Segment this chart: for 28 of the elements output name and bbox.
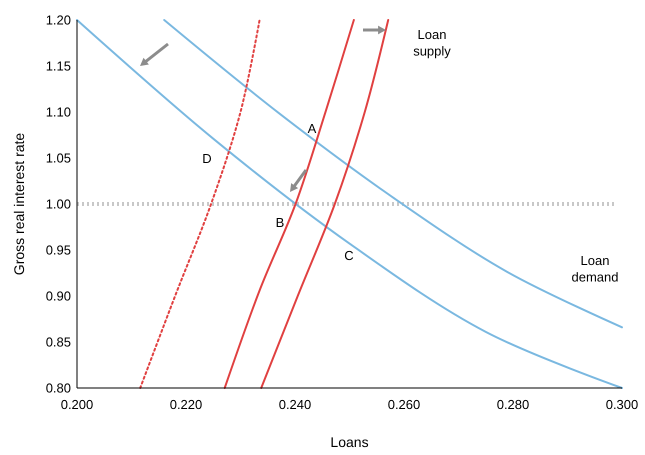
x-tick-label: 0.300 <box>606 397 638 412</box>
x-tick-label: 0.240 <box>278 397 312 412</box>
y-tick-label: 0.85 <box>46 334 71 350</box>
y-tick-label: 1.15 <box>46 58 71 74</box>
y-tick-label: 1.00 <box>46 196 71 212</box>
y-tick-label: 0.90 <box>46 288 71 304</box>
y-tick-label: 0.95 <box>46 242 71 258</box>
y-axis-title: Gross real interest rate <box>11 132 27 276</box>
line-series <box>260 19 390 389</box>
annotation: Loan demand <box>572 253 618 284</box>
line-series <box>139 19 261 389</box>
y-tick-label: 0.80 <box>46 380 71 396</box>
annotation: C <box>344 248 354 263</box>
annotation: Loan supply <box>413 27 452 58</box>
x-tick-label: 0.220 <box>170 397 202 412</box>
x-tick-label: 0.260 <box>388 397 420 412</box>
line-series <box>163 19 623 328</box>
y-tick-label: 1.20 <box>46 12 71 28</box>
annotation: D <box>202 151 212 166</box>
y-tick-label: 1.10 <box>46 104 71 120</box>
y-tick-label: 1.05 <box>46 150 71 166</box>
annotation: A <box>308 121 317 136</box>
line-series <box>76 19 623 389</box>
annotation: B <box>276 215 284 230</box>
line-series <box>224 19 355 389</box>
x-axis-title: Loans <box>330 434 369 450</box>
x-tick-label: 0.280 <box>496 397 530 412</box>
x-tick-label: 0.200 <box>60 397 94 412</box>
